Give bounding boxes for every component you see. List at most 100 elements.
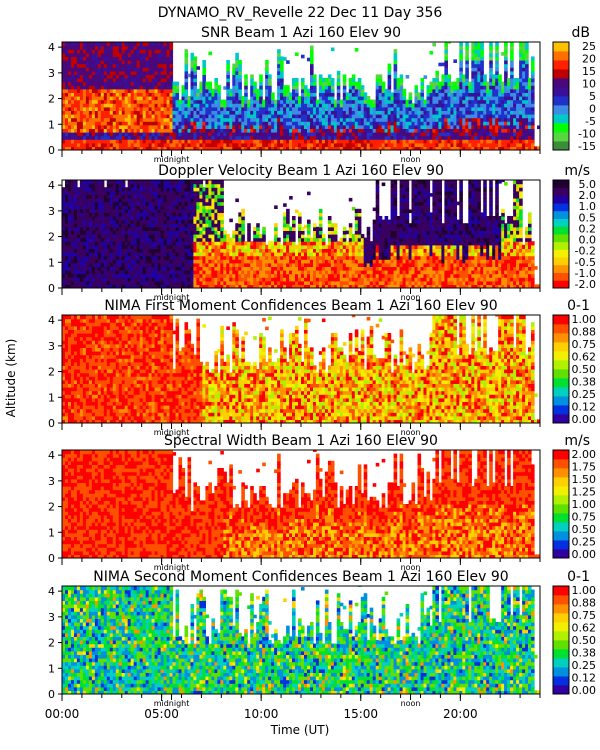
- heatmap-cell: [405, 114, 410, 119]
- heatmap-cell: [307, 124, 311, 129]
- heatmap-cell: [187, 198, 192, 203]
- heatmap-cell: [71, 114, 75, 119]
- heatmap-cell: [405, 124, 410, 129]
- heatmap-cell: [211, 103, 215, 108]
- heatmap-cell: [88, 205, 93, 210]
- heatmap-cell: [492, 81, 496, 86]
- heatmap-cell: [115, 241, 120, 246]
- heatmap-cell: [456, 99, 460, 104]
- heatmap-cell: [408, 92, 413, 97]
- heatmap-cell: [226, 128, 230, 133]
- heatmap-cell: [127, 190, 132, 195]
- heatmap-cell: [142, 132, 147, 137]
- heatmap-cell: [211, 114, 215, 119]
- heatmap-cell: [420, 124, 425, 129]
- heatmap-cell: [372, 146, 377, 150]
- heatmap-cell: [483, 78, 487, 83]
- heatmap-cell: [268, 88, 272, 93]
- heatmap-cell: [190, 280, 195, 285]
- heatmap-cell: [160, 212, 165, 217]
- heatmap-cell: [74, 277, 78, 282]
- heatmap-cell: [154, 81, 159, 86]
- heatmap-cell: [375, 124, 380, 129]
- heatmap-cell: [262, 117, 266, 122]
- heatmap-cell: [184, 132, 189, 137]
- heatmap-cell: [94, 262, 99, 267]
- heatmap-cell: [109, 241, 114, 246]
- heatmap-cell: [271, 117, 275, 122]
- heatmap-cell: [79, 201, 84, 206]
- heatmap-cell: [163, 223, 168, 228]
- heatmap-cell: [172, 183, 177, 188]
- heatmap-cell: [175, 201, 180, 206]
- heatmap-cell: [277, 124, 281, 129]
- heatmap-cell: [163, 244, 168, 249]
- heatmap-cell: [283, 135, 287, 140]
- heatmap-cell: [486, 146, 490, 150]
- heatmap-cell: [283, 96, 287, 101]
- heatmap-cell: [223, 103, 227, 108]
- heatmap-cell: [115, 201, 120, 206]
- heatmap-cell: [321, 146, 326, 150]
- heatmap-cell: [76, 277, 81, 282]
- heatmap-cell: [133, 234, 138, 239]
- heatmap-cell: [444, 88, 448, 93]
- heatmap-cell: [160, 216, 165, 221]
- heatmap-cell: [130, 223, 135, 228]
- heatmap-cell: [88, 237, 93, 242]
- heatmap-cell: [154, 56, 159, 61]
- heatmap-cell: [462, 139, 466, 144]
- heatmap-cell: [417, 117, 422, 122]
- heatmap-cell: [76, 78, 81, 83]
- heatmap-cell: [184, 216, 189, 221]
- heatmap-cell: [471, 142, 475, 147]
- heatmap-cell: [462, 81, 466, 86]
- heatmap-cell: [193, 88, 197, 93]
- heatmap-cell: [351, 128, 356, 133]
- heatmap-cell: [103, 205, 108, 210]
- heatmap-cell: [166, 56, 171, 61]
- heatmap-cell: [121, 139, 126, 144]
- heatmap-cell: [318, 124, 323, 129]
- heatmap-cell: [94, 52, 99, 57]
- heatmap-cell: [71, 277, 75, 282]
- heatmap-cell: [253, 142, 257, 147]
- heatmap-cell: [157, 128, 162, 133]
- heatmap-cell: [151, 92, 156, 97]
- heatmap-cell: [136, 96, 141, 101]
- heatmap-cell: [172, 146, 177, 150]
- heatmap-cell: [277, 117, 281, 122]
- heatmap-cell: [310, 117, 314, 122]
- heatmap-cell: [459, 135, 463, 140]
- heatmap-cell: [85, 45, 90, 50]
- heatmap-cell: [357, 128, 362, 133]
- heatmap-cell: [393, 63, 398, 68]
- heatmap-cell: [525, 121, 529, 126]
- heatmap-cell: [310, 49, 314, 54]
- heatmap-cell: [298, 142, 302, 147]
- heatmap-cell: [519, 45, 523, 50]
- heatmap-cell: [82, 212, 87, 217]
- heatmap-cell: [310, 121, 314, 126]
- heatmap-cell: [76, 114, 81, 119]
- heatmap-cell: [277, 96, 281, 101]
- heatmap-cell: [82, 241, 87, 246]
- heatmap-cell: [127, 106, 132, 111]
- heatmap-cell: [166, 124, 171, 129]
- heatmap-cell: [127, 255, 132, 260]
- heatmap-cell: [127, 74, 132, 79]
- heatmap-cell: [375, 88, 380, 93]
- heatmap-cell: [256, 114, 260, 119]
- heatmap-cell: [172, 208, 177, 213]
- heatmap-cell: [82, 67, 87, 72]
- heatmap-cell: [82, 198, 87, 203]
- heatmap-cell: [157, 201, 162, 206]
- heatmap-cell: [468, 103, 472, 108]
- heatmap-cell: [453, 121, 457, 126]
- heatmap-cell: [480, 56, 484, 61]
- heatmap-cell: [74, 56, 78, 61]
- heatmap-cell: [139, 70, 144, 75]
- heatmap-cell: [318, 103, 323, 108]
- heatmap-cell: [157, 187, 162, 192]
- heatmap-cell: [429, 121, 434, 126]
